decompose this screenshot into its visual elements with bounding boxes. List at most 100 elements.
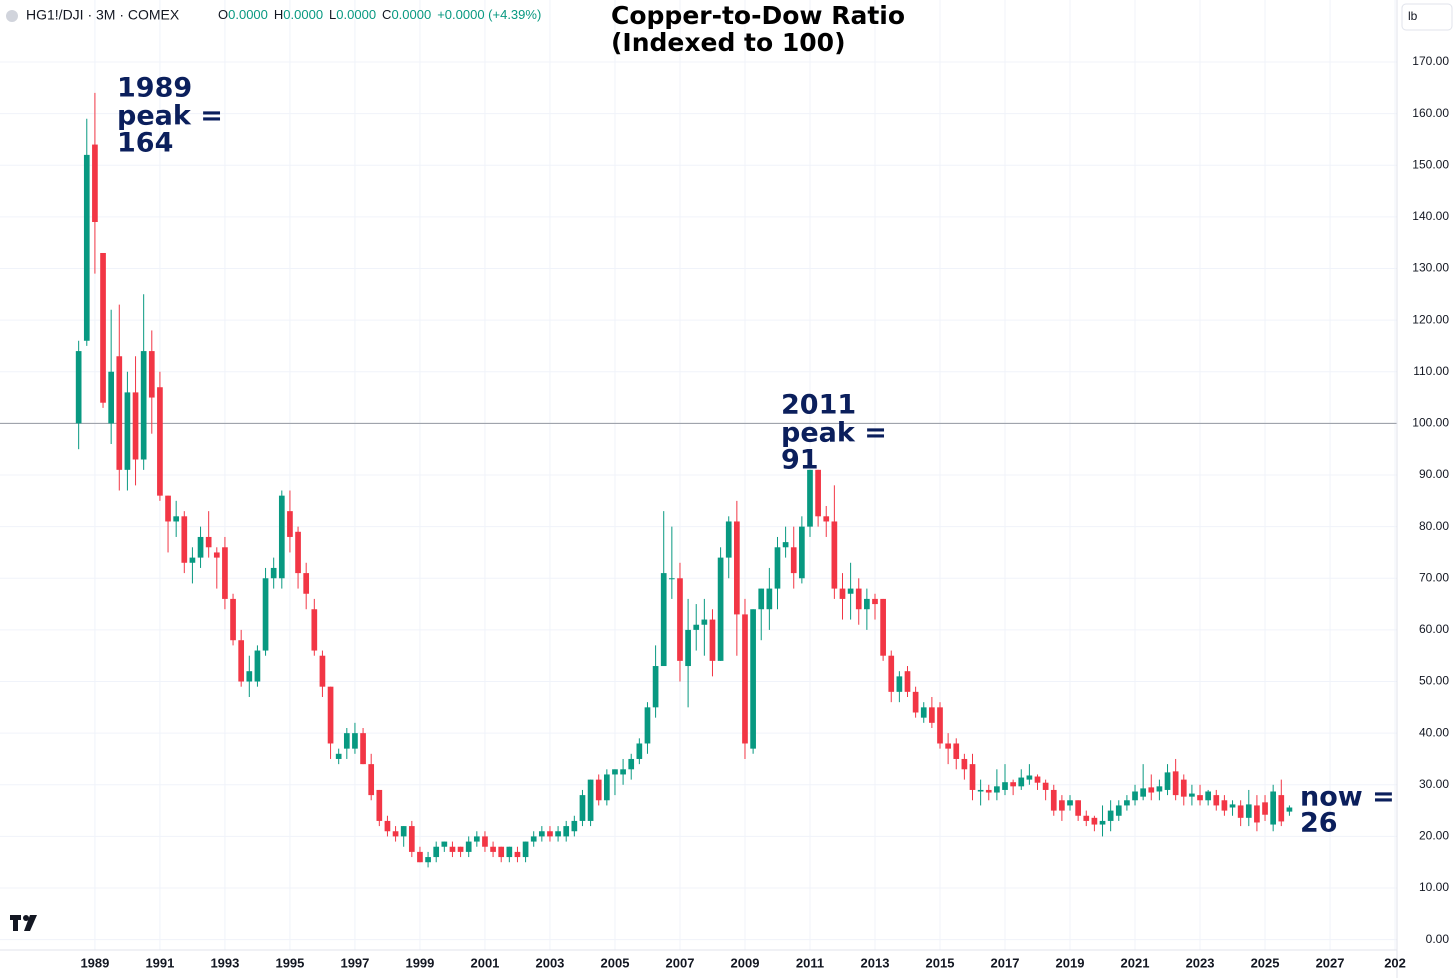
- annotation: 2011: [781, 390, 856, 421]
- candle-body: [408, 826, 415, 852]
- candle-body: [1197, 795, 1203, 801]
- candle-body: [319, 655, 326, 687]
- candle-body: [1237, 805, 1244, 818]
- candle-body: [620, 769, 626, 775]
- candle-body: [1002, 782, 1008, 790]
- candle-body: [1075, 800, 1081, 816]
- candle-body: [1099, 820, 1106, 825]
- legend-value: 0.0000: [336, 7, 376, 22]
- candle-body: [985, 789, 992, 793]
- candle-body: [669, 578, 675, 580]
- candle-body: [1245, 804, 1252, 818]
- y-tick-label: 60.00: [1419, 622, 1449, 636]
- candle-body: [920, 707, 927, 718]
- candle-body: [1270, 791, 1277, 825]
- candle-body: [612, 769, 618, 775]
- candle-body: [977, 789, 984, 792]
- candle-body: [847, 588, 854, 594]
- candle-body: [157, 387, 163, 496]
- candle-body: [766, 588, 773, 610]
- candle-body: [108, 371, 115, 424]
- candle-body: [1067, 800, 1073, 806]
- candle-body: [457, 846, 464, 852]
- candle-body: [628, 758, 635, 770]
- candle-body: [904, 671, 911, 692]
- x-tick-label: 1989: [80, 955, 109, 970]
- candle-body: [1124, 800, 1130, 806]
- candle-body: [1026, 775, 1033, 780]
- candle-body: [254, 650, 261, 682]
- x-tick-label: 2001: [470, 955, 499, 970]
- candle-body: [238, 640, 245, 682]
- candle-body: [335, 753, 342, 759]
- x-tick-label: 1993: [210, 955, 239, 970]
- candle-body: [1254, 805, 1260, 823]
- candle-body: [807, 469, 813, 527]
- candle-body: [742, 614, 748, 744]
- candle-body: [538, 831, 545, 837]
- candle-body: [343, 733, 350, 749]
- candle-body: [1221, 800, 1228, 811]
- candle-body: [725, 521, 732, 558]
- candle-body: [1042, 782, 1049, 790]
- candle-body: [392, 831, 399, 837]
- y-tick-label: 0.00: [1426, 932, 1450, 946]
- candle-body: [912, 691, 919, 713]
- candle-body: [896, 676, 903, 692]
- candle-body: [839, 588, 846, 599]
- x-tick-label: 2027: [1316, 955, 1345, 970]
- candle-body: [774, 547, 781, 589]
- y-tick-label: 130.00: [1412, 261, 1449, 275]
- candle-body: [929, 707, 935, 723]
- candle-body: [173, 516, 180, 522]
- candle-body: [433, 846, 440, 858]
- candle-body: [888, 655, 895, 692]
- candle-body: [205, 536, 212, 548]
- candle-body: [799, 526, 805, 579]
- candle-body: [677, 578, 683, 661]
- candle-body: [230, 598, 236, 641]
- annotation: 1989: [117, 73, 192, 104]
- x-tick-label: 2007: [666, 955, 695, 970]
- y-tick-label: 80.00: [1419, 519, 1449, 533]
- x-tick-label: 2019: [1056, 955, 1085, 970]
- x-tick-label: 1999: [405, 955, 434, 970]
- x-tick-label: 2015: [926, 955, 955, 970]
- x-tick-label: 2025: [1251, 955, 1280, 970]
- ticks: 0.00 10.00 20.00 30.00 40.00 50.00 60.00 70.00 8…: [80, 54, 1449, 970]
- x-tick-label: 2013: [861, 955, 890, 970]
- y-tick-label: 150.00: [1412, 157, 1449, 171]
- candle-body: [278, 495, 285, 579]
- candle-body: [1083, 815, 1090, 821]
- candle-body: [563, 826, 570, 837]
- candle-body: [994, 786, 1000, 793]
- symbol: HG1!/DJI · 3M · COMEX: [26, 7, 180, 23]
- x-tick-label: 2021: [1121, 955, 1150, 970]
- y-tick-label: 50.00: [1419, 674, 1449, 688]
- candle-body: [1140, 788, 1146, 797]
- candles: [75, 92, 1293, 868]
- candle-body: [1213, 795, 1220, 806]
- candle-body: [1148, 787, 1155, 793]
- candle-body: [522, 841, 529, 858]
- candle-body: [303, 573, 310, 594]
- candle-body: [360, 733, 366, 765]
- candle-body: [441, 841, 448, 847]
- candle-body: [262, 578, 269, 651]
- candle-body: [1018, 777, 1025, 787]
- candle-body: [124, 392, 131, 470]
- candle-body: [953, 743, 960, 759]
- candle-body: [555, 831, 561, 837]
- y-tick-label: 20.00: [1419, 829, 1449, 843]
- annotation: 91: [781, 445, 819, 476]
- candle-body: [368, 764, 375, 796]
- x-tick-label: 1991: [145, 955, 174, 970]
- candle-body: [465, 841, 472, 852]
- candle-body: [514, 851, 521, 858]
- candle-body: [709, 619, 716, 661]
- y-tick-label: 170.00: [1412, 54, 1449, 68]
- legend-label: O: [218, 7, 228, 22]
- ohlc-legend: O0.0000 H0.0000 L0.0000 C0.0000 +0.0000 (+4.…: [218, 7, 541, 22]
- x-tick-label: 2023: [1186, 955, 1215, 970]
- candle-body: [1115, 805, 1122, 816]
